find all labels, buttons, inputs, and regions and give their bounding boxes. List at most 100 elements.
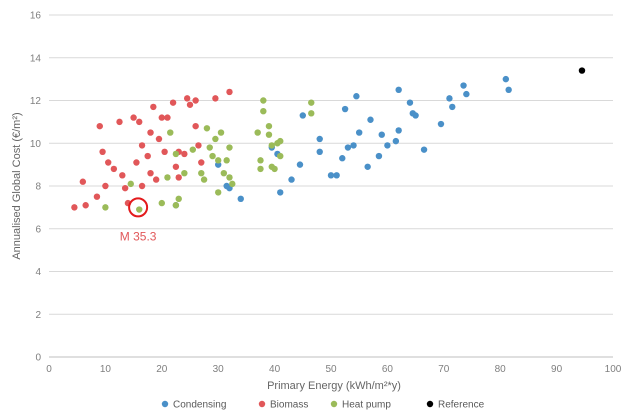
- biomass-point: [155, 135, 163, 143]
- condensing-point: [505, 86, 512, 94]
- annotation-label: M 35.3: [120, 229, 157, 243]
- y-tick-label: 12: [30, 96, 42, 107]
- x-tick-labels: 0 10 20 30 40 50 60 70 80 90 100: [46, 364, 622, 375]
- heat-pump-point: [308, 99, 315, 106]
- biomass-point: [71, 204, 78, 211]
- condensing-point: [237, 195, 244, 203]
- x-tick-label: 60: [382, 364, 394, 375]
- annotations: M 35.3: [120, 197, 157, 243]
- data-points: [71, 67, 586, 213]
- condensing-point: [296, 161, 304, 168]
- condensing-point: [333, 172, 340, 179]
- condensing-point: [420, 146, 428, 153]
- heat-pump-point: [212, 135, 219, 143]
- condensing-point: [344, 144, 352, 151]
- heat-pump-point: [164, 174, 171, 181]
- biomass-point: [195, 142, 202, 149]
- biomass-point: [96, 122, 103, 130]
- x-tick-label: 0: [46, 364, 52, 375]
- condensing-point: [384, 142, 391, 149]
- heat-pump-point: [223, 157, 230, 164]
- legend-marker-reference: [426, 400, 434, 408]
- legend-marker-condensing: [161, 400, 169, 408]
- biomass-point: [192, 97, 199, 104]
- highlight-ring: [128, 197, 149, 218]
- heat-pump-point: [181, 169, 188, 177]
- x-tick-label: 100: [605, 364, 622, 375]
- condensing-point: [395, 86, 402, 94]
- biomass-point: [138, 142, 146, 149]
- heat-pump-point: [308, 110, 315, 117]
- condensing-point: [339, 155, 346, 162]
- biomass-point: [102, 182, 109, 190]
- heat-pump-point: [277, 152, 284, 160]
- legend-marker-biomass: [258, 400, 266, 408]
- x-tick-label: 30: [213, 364, 225, 375]
- y-axis-title: Annualised Global Cost (€/m²): [11, 112, 23, 259]
- biomass-point: [226, 88, 233, 96]
- condensing-point: [375, 152, 383, 160]
- biomass-point: [144, 152, 151, 160]
- heat-pump-point: [217, 129, 225, 136]
- heat-pump-point: [277, 137, 284, 145]
- x-tick-label: 40: [269, 364, 281, 375]
- heat-pump-point: [215, 157, 222, 164]
- y-tick-label: 10: [30, 139, 42, 150]
- heat-pump-point: [200, 176, 208, 183]
- biomass-point: [110, 165, 118, 173]
- x-tick-label: 70: [438, 364, 450, 375]
- biomass-point: [181, 150, 188, 158]
- biomass-point: [82, 202, 89, 209]
- y-tick-label: 14: [30, 53, 42, 64]
- heat-pump-point: [127, 180, 134, 188]
- heat-pump-point: [254, 129, 261, 136]
- legend-label-condensing: Condensing: [173, 400, 226, 411]
- condensing-point: [367, 116, 374, 123]
- x-tick-label: 20: [156, 364, 168, 375]
- gridlines: [49, 14, 613, 315]
- legend: Condensing Biomass Heat pump Reference: [161, 400, 485, 411]
- condensing-point: [463, 90, 470, 98]
- condensing-point: [395, 127, 402, 134]
- condensing-point: [356, 129, 363, 136]
- heat-pump-point: [268, 142, 275, 149]
- heat-pump-point: [158, 199, 165, 207]
- condensing-point: [378, 131, 385, 138]
- heat-pump-point: [260, 97, 267, 104]
- heat-pump-point: [271, 165, 278, 173]
- y-tick-label: 16: [30, 11, 42, 22]
- x-tick-label: 80: [495, 364, 507, 375]
- biomass-point: [136, 118, 143, 126]
- y-tick-label: 8: [35, 182, 41, 193]
- biomass-point: [186, 101, 194, 108]
- biomass-point: [212, 95, 219, 102]
- heat-pump-point: [198, 169, 205, 177]
- condensing-point: [288, 176, 295, 183]
- biomass-point: [105, 159, 112, 166]
- reference-point: [578, 67, 586, 74]
- biomass-point: [169, 99, 177, 106]
- condensing-point: [406, 99, 414, 106]
- heat-pump-point: [136, 206, 143, 213]
- biomass-point: [150, 103, 157, 111]
- condensing-point: [502, 75, 510, 83]
- heat-pump-point: [215, 189, 222, 196]
- biomass-point: [138, 182, 146, 190]
- heat-pump-point: [209, 152, 216, 160]
- condensing-point: [437, 120, 445, 128]
- x-axis-title: Primary Energy (kWh/m²*y): [267, 380, 401, 392]
- biomass-point: [158, 114, 165, 121]
- y-tick-labels: 0 2 4 6 8 10 12 14 16: [30, 11, 42, 364]
- heat-pump-point: [172, 150, 180, 158]
- heat-pump-point: [172, 202, 180, 209]
- biomass-point: [152, 176, 160, 183]
- heat-pump-point: [257, 165, 264, 173]
- condensing-point: [341, 105, 349, 113]
- condensing-point: [392, 137, 400, 145]
- heat-pump-point: [102, 204, 109, 211]
- biomass-point: [161, 148, 168, 155]
- condensing-point: [446, 95, 453, 102]
- biomass-point: [93, 193, 101, 200]
- biomass-point: [172, 163, 180, 170]
- heat-pump-point: [257, 157, 264, 164]
